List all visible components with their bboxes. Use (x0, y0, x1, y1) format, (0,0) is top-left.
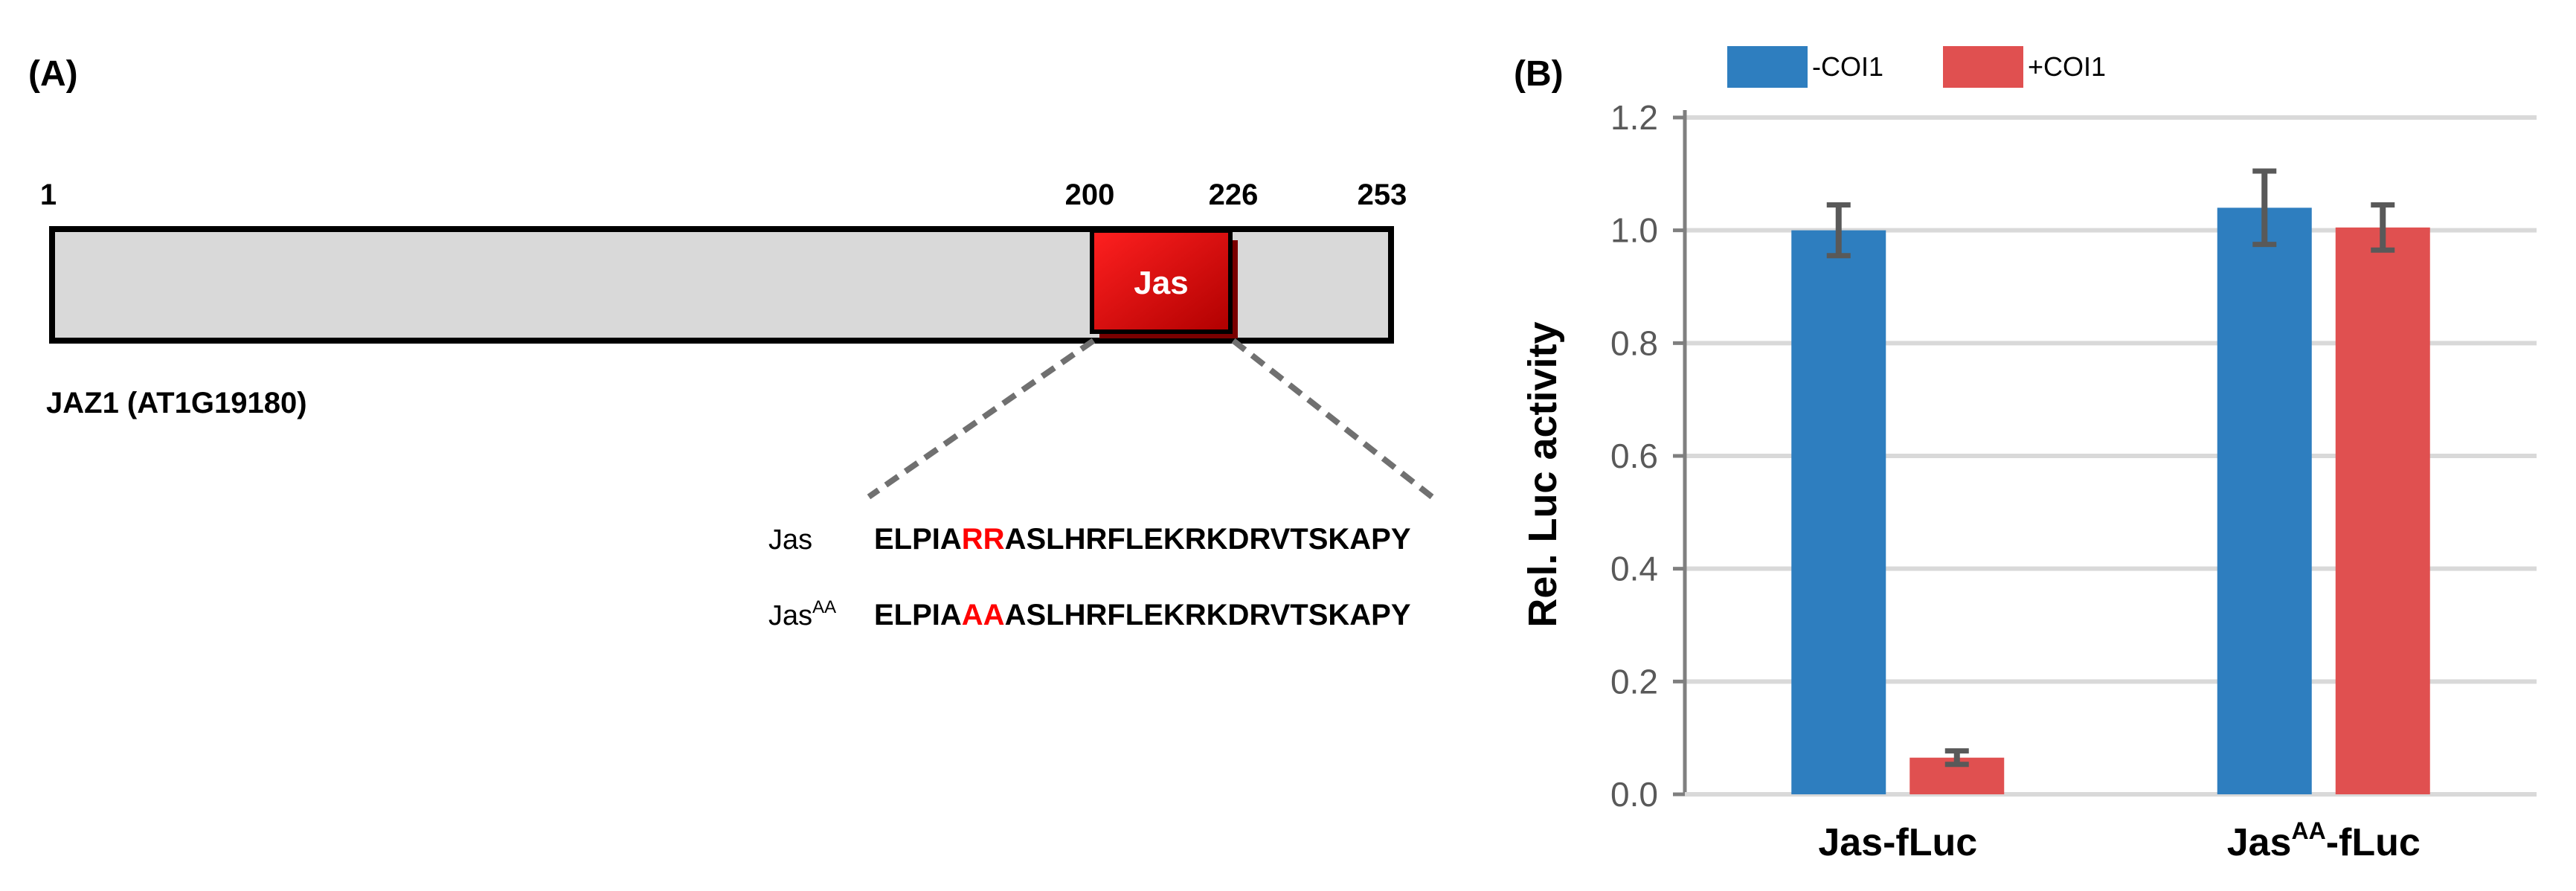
legend: -COI1 +COI1 (1727, 46, 2106, 88)
jas-domain-box (1090, 228, 1233, 334)
position-label-253: 253 (1358, 178, 1407, 211)
y-tick-label: 0.8 (1610, 324, 1658, 362)
jas-domain-label: Jas (1134, 265, 1188, 301)
legend-label-plus-coi1: +COI1 (2028, 51, 2106, 82)
bar-plus-coi1-1 (2335, 227, 2430, 794)
bar-layer (1791, 208, 2430, 795)
sequence-jasaa: ELPIAAAASLHRFLEKRKDRVTSKAPY (874, 599, 1411, 631)
y-tick-label: 0.6 (1610, 437, 1658, 475)
y-tick-label: 0.0 (1610, 775, 1658, 814)
sequence-jasaa-mutation-site: AA (962, 599, 1005, 631)
legend-swatch-minus-coi1 (1727, 46, 1808, 88)
position-label-200: 200 (1065, 178, 1115, 211)
x-category-label: JasAA-fLuc (2227, 817, 2421, 864)
panel-a: (A) 1 200 226 253 Jas JAZ1 (AT1G19180) J… (28, 54, 1434, 631)
panel-b-label: (B) (1514, 54, 1564, 94)
protein-name: JAZ1 (AT1G19180) (46, 387, 307, 419)
y-tick-label: 1.0 (1610, 211, 1658, 250)
position-label-226: 226 (1209, 178, 1259, 211)
y-axis-title: Rel. Luc activity (1520, 321, 1565, 627)
zoom-line-left (867, 338, 1096, 500)
zoom-line-right (1231, 338, 1434, 500)
panel-a-label: (A) (28, 54, 78, 94)
bar-minus-coi1-1 (2217, 208, 2312, 794)
panel-b: (B) -COI1 +COI1 Rel. Luc activity 0.0 0.2… (1514, 46, 2537, 864)
y-tick-label: 0.4 (1610, 550, 1658, 588)
y-tick-label: 0.2 (1610, 662, 1658, 701)
sequence-jas: ELPIARRASLHRFLEKRKDRVTSKAPY (874, 523, 1411, 556)
sequence-jas-mutation-site: RR (962, 523, 1005, 556)
position-label-1: 1 (40, 178, 57, 211)
category-layer: Jas-fLuc JasAA-fLuc (1818, 817, 2420, 864)
error-layer (1826, 168, 2395, 768)
sequence-name-jas: Jas (768, 524, 812, 556)
sequence-name-jasaa: JasAA (768, 597, 836, 631)
y-tick-label: 1.2 (1610, 98, 1658, 137)
legend-label-minus-coi1: -COI1 (1812, 51, 1883, 82)
bar-minus-coi1-0 (1791, 230, 1886, 795)
legend-swatch-plus-coi1 (1943, 46, 2023, 88)
x-category-label: Jas-fLuc (1818, 821, 1977, 864)
